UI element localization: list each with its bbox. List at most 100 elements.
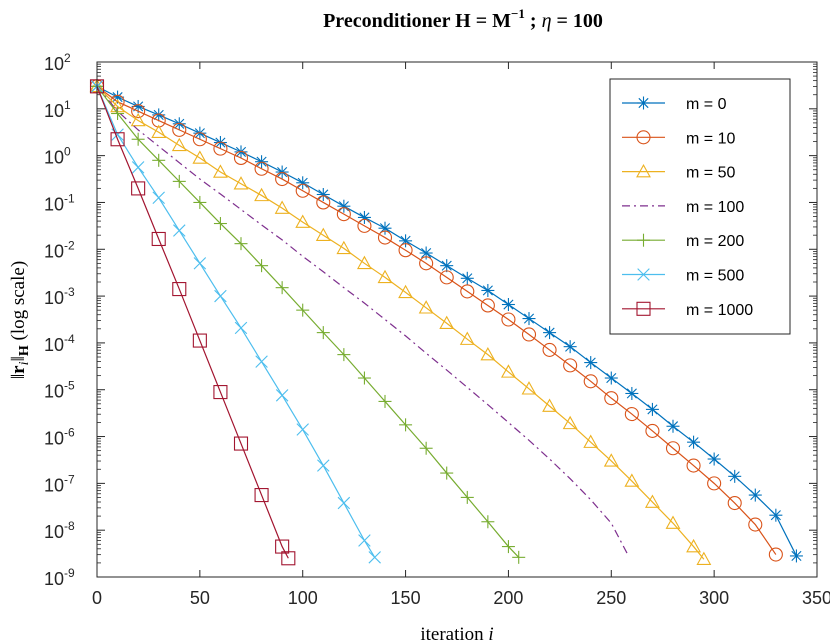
marker-stroke [214, 289, 227, 303]
y-tick-label: 10-5 [44, 379, 75, 402]
legend-item: m = 0 [622, 96, 727, 113]
chart-title: Preconditioner H = M−1 ; η = 100 [323, 6, 603, 32]
marker-asterisk [637, 96, 650, 110]
y-tick-exponent: -3 [64, 285, 75, 299]
y-tick-base: 10 [44, 101, 64, 121]
y-tick-label: 10-3 [44, 285, 75, 308]
marker-circle [665, 441, 681, 456]
marker-circle [275, 171, 290, 187]
y-tick-label: 10-9 [44, 566, 75, 589]
marker-square [131, 181, 146, 196]
marker-triangle [130, 112, 146, 127]
y-label-norm-close: ‖ [8, 356, 29, 361]
legend-label: m = 200 [686, 233, 744, 250]
title-exponent: −1 [511, 6, 525, 21]
legend-label: m = 50 [686, 165, 735, 182]
marker-stroke [112, 92, 123, 103]
marker-stroke [770, 510, 781, 521]
marker-cross [131, 161, 145, 174]
y-tick-base: 10 [44, 522, 64, 542]
title-eta: η [542, 10, 552, 32]
marker-circle [768, 547, 783, 562]
y-tick-exponent: -2 [64, 238, 75, 252]
marker-square [192, 333, 207, 348]
marker-asterisk [440, 259, 454, 273]
y-tick-label: 101 [44, 98, 71, 121]
marker-plus [152, 153, 166, 167]
marker-stroke [234, 321, 248, 335]
marker-stroke [462, 273, 473, 284]
marker-stroke [152, 191, 165, 205]
marker-plus [357, 371, 371, 385]
marker-stroke [338, 201, 349, 212]
marker-stroke [255, 355, 268, 368]
y-label-sub-i: i [17, 361, 32, 365]
marker-plus [172, 174, 186, 188]
marker-stroke [275, 389, 289, 402]
y-tick-base: 10 [44, 475, 64, 495]
plot-frame [96, 61, 818, 578]
legend-label: m = 10 [686, 130, 735, 147]
marker-square [151, 231, 166, 247]
legend-label: m = 1000 [686, 302, 753, 319]
marker-plus [213, 217, 227, 231]
x-tick-label: 50 [190, 588, 210, 608]
x-tick-label: 350 [802, 588, 830, 608]
marker-asterisk [543, 326, 557, 340]
legend-item: m = 10 [622, 130, 735, 147]
series-line [96, 85, 777, 555]
marker-triangle [233, 176, 249, 190]
marker-plus [275, 281, 289, 295]
marker-circle [172, 122, 187, 137]
marker-plus [378, 394, 392, 408]
y-tick-base: 10 [44, 148, 64, 168]
marker-stroke [791, 550, 802, 562]
y-tick-label: 10-2 [44, 238, 75, 261]
legend-item: m = 200 [622, 233, 744, 250]
y-tick-label: 102 [44, 51, 71, 74]
marker-plus [419, 441, 433, 455]
marker-triangle [151, 124, 167, 138]
marker-plus [255, 259, 269, 273]
marker-triangle [171, 137, 187, 152]
marker-plus [131, 132, 145, 146]
marker-stroke [544, 327, 555, 338]
marker-circle [419, 256, 434, 271]
marker-asterisk [460, 271, 474, 285]
marker-stroke [729, 471, 740, 482]
marker-cross [296, 423, 309, 436]
marker-circle [563, 358, 578, 373]
legend-label: m = 100 [686, 199, 744, 216]
marker-triangle [686, 538, 702, 553]
x-tick-label: 0 [92, 588, 102, 608]
marker-circle [336, 207, 351, 222]
y-tick-base: 10 [44, 241, 64, 261]
marker-triangle [624, 473, 640, 487]
marker-triangle [418, 300, 434, 314]
title-equals: = [471, 10, 492, 32]
marker-stroke [565, 341, 576, 352]
marker-circle [707, 476, 722, 491]
marker-circle [398, 243, 413, 258]
marker-triangle [212, 164, 228, 178]
marker-plus [234, 237, 248, 251]
legend-item: m = 500 [622, 268, 744, 285]
x-tick-label: 150 [391, 588, 421, 608]
marker-triangle [636, 163, 651, 178]
y-axis-label: ‖ri‖H (log scale) [8, 261, 32, 379]
marker-asterisk [789, 549, 803, 563]
marker-triangle [603, 453, 619, 467]
marker-stroke [193, 257, 207, 270]
series-1 [89, 79, 783, 562]
marker-asterisk [337, 199, 351, 213]
marker-plus [193, 195, 207, 209]
series-5 [90, 80, 381, 564]
marker-plus [440, 466, 454, 480]
marker-circle [377, 230, 393, 245]
marker-asterisk [645, 402, 659, 416]
marker-circle [357, 218, 372, 233]
marker-stroke [482, 285, 493, 296]
legend: m = 0 m = 10 m = 50 m = 100 m = 200 m = 500 m … [622, 96, 753, 319]
legend-item: m = 1000 [622, 301, 753, 319]
marker-circle [213, 141, 228, 156]
